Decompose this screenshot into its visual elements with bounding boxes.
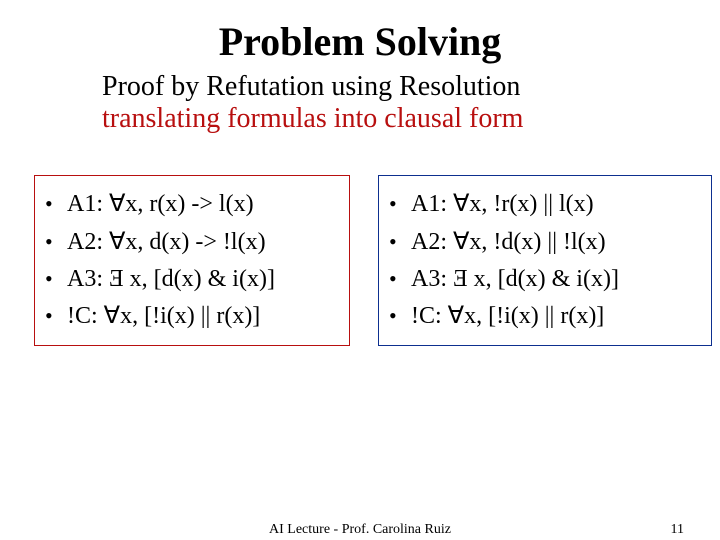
bullet-icon: •: [45, 187, 67, 221]
list-item: •A3: Ǝ x, [d(x) & i(x)]: [45, 261, 335, 298]
list-item: •A1: ∀x, !r(x) || l(x): [389, 186, 697, 223]
bullet-icon: •: [45, 262, 67, 296]
list-item: •A2: ∀x, d(x) -> !l(x): [45, 224, 335, 261]
slide-subtitle: Proof by Refutation using Resolution tra…: [102, 71, 690, 135]
subtitle-line-1: Proof by Refutation using Resolution: [102, 71, 520, 102]
item-text: !C: ∀x, [!i(x) || r(x)]: [67, 298, 260, 335]
list-item: •A1: ∀x, r(x) -> l(x): [45, 186, 335, 223]
bullet-icon: •: [389, 262, 411, 296]
list-item: •A3: Ǝ x, [d(x) & i(x)]: [389, 261, 697, 298]
item-text: !C: ∀x, [!i(x) || r(x)]: [411, 298, 604, 335]
item-text: A3: Ǝ x, [d(x) & i(x)]: [411, 261, 619, 298]
bullet-icon: •: [45, 299, 67, 333]
bullet-icon: •: [389, 225, 411, 259]
list-item: •A2: ∀x, !d(x) || !l(x): [389, 224, 697, 261]
bullet-icon: •: [389, 187, 411, 221]
footer-text: AI Lecture - Prof. Carolina Ruiz: [269, 522, 451, 538]
content-columns: •A1: ∀x, r(x) -> l(x) •A2: ∀x, d(x) -> !…: [30, 175, 690, 346]
right-box: •A1: ∀x, !r(x) || l(x) •A2: ∀x, !d(x) ||…: [378, 175, 712, 346]
left-box: •A1: ∀x, r(x) -> l(x) •A2: ∀x, d(x) -> !…: [34, 175, 350, 346]
item-text: A2: ∀x, !d(x) || !l(x): [411, 224, 606, 261]
slide-title: Problem Solving: [30, 18, 690, 65]
list-item: •!C: ∀x, [!i(x) || r(x)]: [389, 298, 697, 335]
item-text: A2: ∀x, d(x) -> !l(x): [67, 224, 266, 261]
subtitle-line-2: translating formulas into clausal form: [102, 103, 523, 134]
item-text: A3: Ǝ x, [d(x) & i(x)]: [67, 261, 275, 298]
page-number: 11: [671, 522, 684, 538]
bullet-icon: •: [45, 225, 67, 259]
item-text: A1: ∀x, r(x) -> l(x): [67, 186, 254, 223]
list-item: •!C: ∀x, [!i(x) || r(x)]: [45, 298, 335, 335]
right-list: •A1: ∀x, !r(x) || l(x) •A2: ∀x, !d(x) ||…: [389, 186, 697, 335]
bullet-icon: •: [389, 299, 411, 333]
left-list: •A1: ∀x, r(x) -> l(x) •A2: ∀x, d(x) -> !…: [45, 186, 335, 335]
item-text: A1: ∀x, !r(x) || l(x): [411, 186, 594, 223]
